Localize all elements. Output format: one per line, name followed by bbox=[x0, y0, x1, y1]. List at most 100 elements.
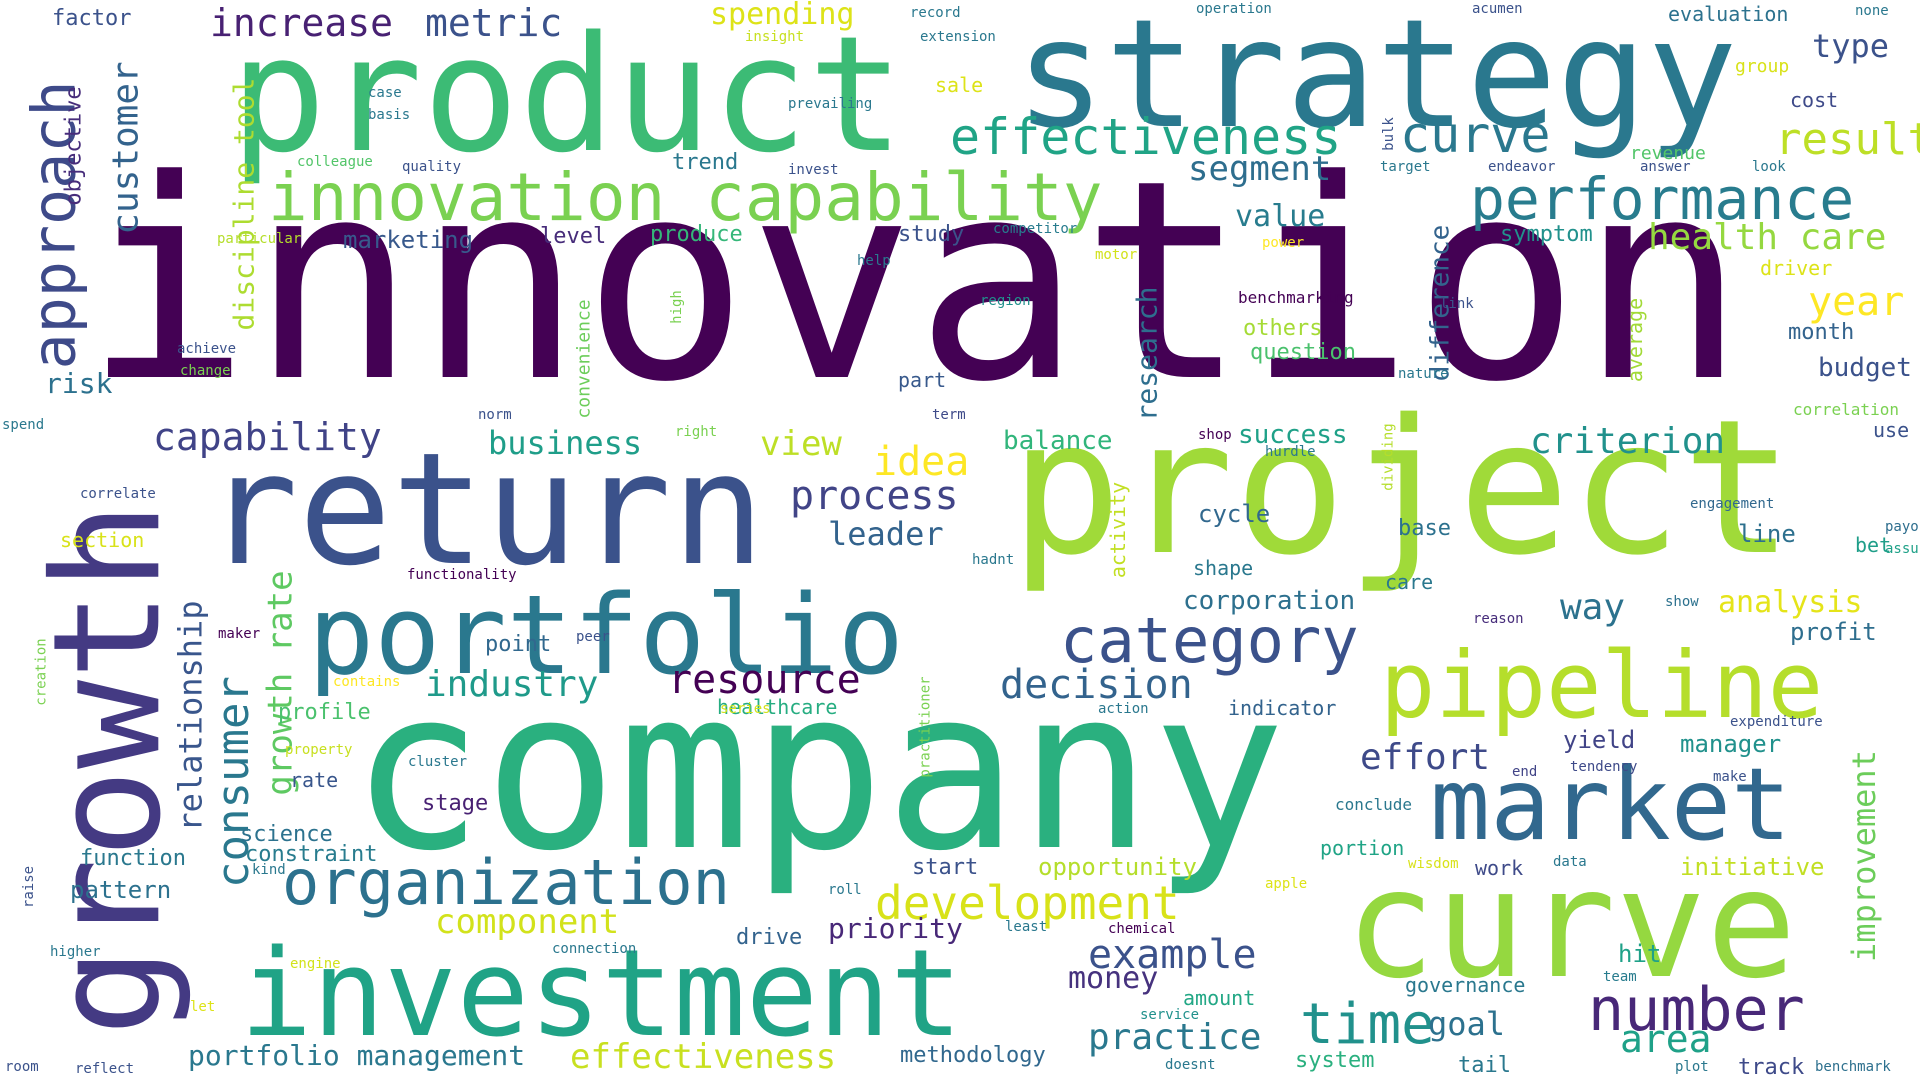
cloud-word: goal bbox=[1428, 1005, 1506, 1043]
cloud-word: hadnt bbox=[972, 552, 1015, 568]
cloud-word: doesnt bbox=[1165, 1057, 1216, 1073]
cloud-word: data bbox=[1553, 854, 1587, 870]
cloud-word: record bbox=[910, 5, 961, 21]
cloud-word: correlation bbox=[1793, 400, 1899, 419]
cloud-word: time bbox=[1300, 992, 1435, 1057]
cloud-word: norm bbox=[478, 407, 512, 423]
cloud-word: region bbox=[980, 293, 1031, 309]
cloud-word: process bbox=[790, 473, 959, 519]
cloud-word: relationship bbox=[171, 600, 210, 832]
cloud-word: priority bbox=[828, 912, 963, 945]
cloud-word: performance bbox=[1470, 165, 1855, 233]
cloud-word: tail bbox=[1458, 1053, 1511, 1078]
cloud-word: cycle bbox=[1198, 500, 1271, 528]
cloud-word: project bbox=[1010, 379, 1794, 596]
cloud-word: spend bbox=[2, 417, 45, 433]
cloud-word: property bbox=[285, 742, 353, 758]
cloud-word: business bbox=[488, 424, 643, 462]
cloud-word: increase bbox=[210, 1, 394, 45]
cloud-word: marketing bbox=[343, 226, 474, 254]
cloud-word: portfolio bbox=[308, 571, 905, 699]
cloud-word: spending bbox=[710, 0, 855, 32]
cloud-word: result bbox=[1775, 114, 1920, 165]
cloud-word: benchmarking bbox=[1238, 288, 1354, 307]
cloud-word: reason bbox=[1473, 611, 1524, 627]
cloud-word: insight bbox=[745, 29, 805, 45]
cloud-word: engagement bbox=[1690, 496, 1775, 512]
cloud-word: healthcare bbox=[717, 695, 838, 719]
cloud-word: reflect bbox=[75, 1061, 135, 1077]
cloud-word: bulk bbox=[1380, 117, 1397, 151]
cloud-word: shop bbox=[1198, 427, 1232, 443]
cloud-word: segment bbox=[1188, 149, 1332, 189]
cloud-word: wisdom bbox=[1408, 856, 1459, 872]
cloud-word: maker bbox=[218, 626, 261, 642]
cloud-word: pattern bbox=[70, 876, 172, 904]
cloud-word: achieve bbox=[177, 341, 237, 357]
cloud-word: let bbox=[190, 999, 216, 1015]
cloud-word: effectiveness bbox=[950, 108, 1342, 166]
cloud-word: level bbox=[540, 224, 607, 249]
cloud-word: payout bbox=[1885, 519, 1920, 535]
cloud-word: right bbox=[675, 424, 718, 440]
cloud-word: assures bbox=[1885, 541, 1920, 557]
cloud-word: prevailing bbox=[788, 96, 873, 112]
cloud-word: others bbox=[1243, 316, 1323, 341]
cloud-word: symptom bbox=[1500, 222, 1593, 247]
cloud-word: month bbox=[1788, 320, 1855, 345]
cloud-word: endeavor bbox=[1488, 159, 1556, 175]
cloud-word: sale bbox=[935, 73, 984, 97]
cloud-word: start bbox=[912, 855, 979, 880]
cloud-word: roll bbox=[828, 882, 862, 898]
cloud-word: engine bbox=[290, 956, 341, 972]
cloud-word: answer bbox=[1640, 159, 1691, 175]
cloud-word: manager bbox=[1680, 730, 1782, 758]
cloud-word: look bbox=[1752, 159, 1786, 175]
cloud-word: quality bbox=[402, 159, 462, 175]
cloud-word: product bbox=[230, 1, 905, 188]
cloud-word: objective bbox=[61, 86, 87, 206]
cloud-word: area bbox=[1620, 1017, 1712, 1061]
cloud-word: discipline tool bbox=[227, 77, 261, 331]
cloud-word: rate bbox=[290, 768, 339, 792]
cloud-word: money bbox=[1068, 961, 1159, 996]
cloud-word: contains bbox=[333, 674, 401, 690]
cloud-word: part bbox=[898, 368, 947, 392]
cloud-word: action bbox=[1098, 701, 1149, 717]
cloud-word: initiative bbox=[1680, 853, 1825, 881]
cloud-word: target bbox=[1380, 159, 1431, 175]
cloud-word: balance bbox=[1003, 426, 1113, 456]
cloud-word: system bbox=[1295, 1048, 1375, 1073]
cloud-word: conclude bbox=[1335, 795, 1413, 814]
cloud-word: profile bbox=[278, 700, 371, 725]
cloud-word: high bbox=[668, 290, 685, 324]
cloud-word: stage bbox=[422, 791, 489, 816]
cloud-word: nature bbox=[1398, 366, 1449, 382]
cloud-word: metric bbox=[425, 1, 563, 45]
cloud-word: none bbox=[1855, 3, 1889, 19]
cloud-word: evaluation bbox=[1668, 2, 1789, 26]
cloud-word: extension bbox=[920, 29, 996, 45]
cloud-word: corporation bbox=[1183, 586, 1356, 616]
cloud-word: show bbox=[1665, 594, 1699, 610]
cloud-word: capability bbox=[153, 415, 382, 459]
cloud-word: bet bbox=[1855, 533, 1892, 557]
cloud-word: curve bbox=[1400, 106, 1551, 164]
cloud-word: case bbox=[368, 85, 402, 101]
cloud-word: resource bbox=[668, 657, 861, 703]
cloud-word: plot bbox=[1675, 1059, 1709, 1075]
cloud-word: study bbox=[898, 222, 965, 247]
cloud-word: colleague bbox=[297, 154, 373, 170]
cloud-word: operation bbox=[1196, 1, 1272, 17]
cloud-word: opportunity bbox=[1038, 853, 1197, 881]
cloud-word: hit bbox=[1618, 940, 1662, 968]
cloud-word: risk bbox=[45, 367, 113, 400]
cloud-word: revenue bbox=[1630, 143, 1706, 164]
cloud-word: effort bbox=[1360, 737, 1491, 778]
cloud-word: type bbox=[1812, 27, 1890, 65]
cloud-word: basis bbox=[368, 107, 411, 123]
cloud-word: particular bbox=[217, 231, 302, 247]
cloud-word: success bbox=[1238, 420, 1348, 450]
cloud-word: activity bbox=[1106, 481, 1131, 579]
cloud-word: cost bbox=[1790, 88, 1839, 112]
